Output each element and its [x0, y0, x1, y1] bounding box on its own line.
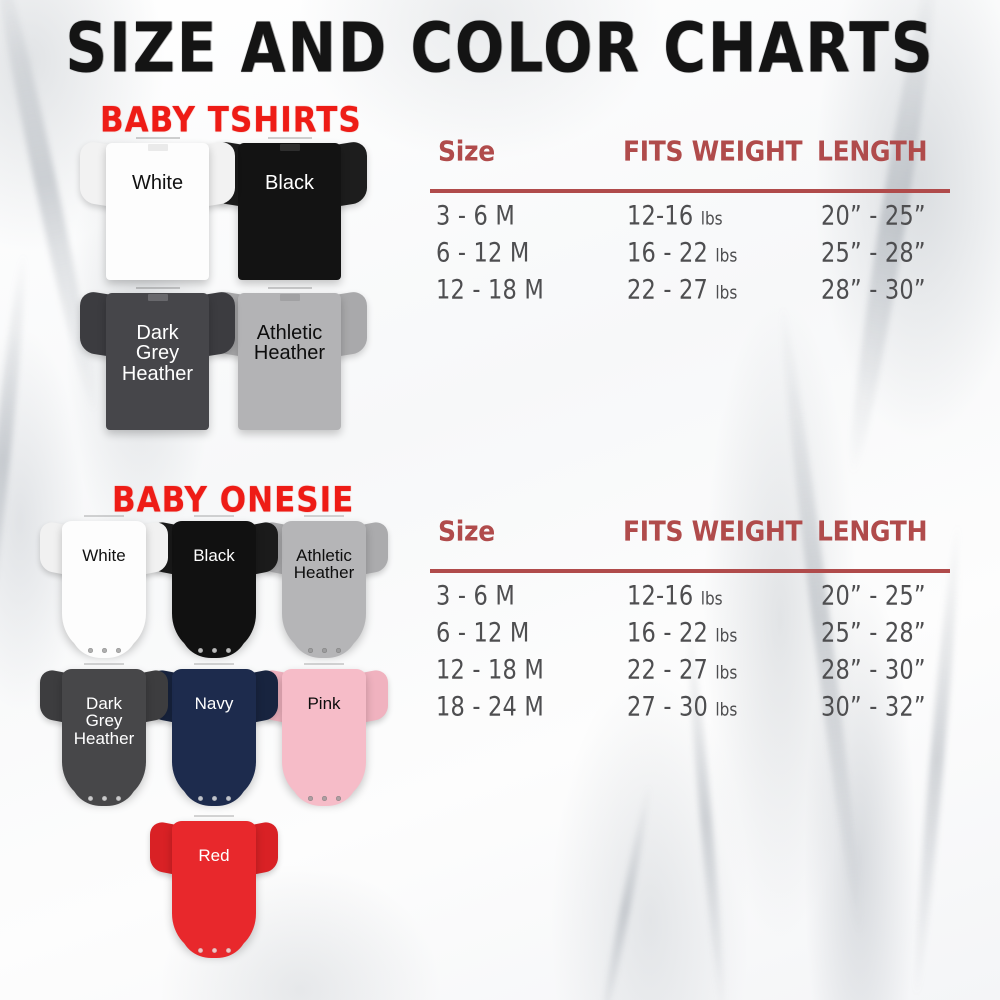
size-table-tshirts: Size FITS WEIGHT LENGTH 3 - 6 M 12-16 lbs 20”… [430, 135, 950, 313]
cell-size: 3 - 6 M [436, 580, 515, 611]
cell-size: 18 - 24 M [436, 691, 544, 722]
tshirt-collar-tag [148, 144, 168, 151]
tshirt-color-swatch-group: White Black Dark Grey Heather Athletic Heather [60, 135, 410, 435]
tshirt-body [238, 293, 341, 430]
onesie-crotch [291, 776, 357, 806]
cell-length: 25” - 28” [821, 237, 926, 268]
table-row: 12 - 18 M 22 - 27 lbs 28” - 30” [430, 274, 950, 313]
table-row: 12 - 18 M 22 - 27 lbs 28” - 30” [430, 654, 950, 693]
onesie-collar [194, 663, 234, 677]
onesie-collar [304, 663, 344, 677]
onesie-crotch [291, 628, 357, 658]
cell-length: 30” - 32” [821, 691, 926, 722]
cell-size: 3 - 6 M [436, 200, 515, 231]
onesie-swatch-black: Black [150, 515, 278, 660]
onesie-swatch-navy: Navy [150, 663, 278, 808]
table-header-size: Size [438, 515, 495, 547]
cell-length: 25” - 28” [821, 617, 926, 648]
onesie-collar [84, 663, 124, 677]
cell-size: 6 - 12 M [436, 237, 530, 268]
tshirt-swatch-dark-grey-heather: Dark Grey Heather [80, 285, 235, 430]
onesie-crotch [71, 776, 137, 806]
cell-size: 12 - 18 M [436, 654, 544, 685]
cell-length: 28” - 30” [821, 274, 926, 305]
onesie-swatch-dark-grey-heather: Dark Grey Heather [40, 663, 168, 808]
onesie-crotch [181, 776, 247, 806]
weight-unit: lbs [715, 245, 738, 267]
cell-fits-weight: 22 - 27 lbs [627, 274, 738, 305]
tshirt-body [238, 143, 341, 280]
table-row: 6 - 12 M 16 - 22 lbs 25” - 28” [430, 237, 950, 276]
weight-unit: lbs [700, 588, 723, 610]
cell-fits-weight: 16 - 22 lbs [627, 617, 738, 648]
onesie-collar [194, 815, 234, 829]
section-heading-onesie: BABY ONESIE [112, 480, 355, 521]
onesie-snap-buttons [150, 796, 278, 801]
onesie-color-swatch-group: White Black Athletic Heather Dark Grey Heather… [22, 515, 412, 980]
tshirt-collar-tag [280, 294, 300, 301]
onesie-snap-buttons [40, 648, 168, 653]
weight-unit: lbs [715, 282, 738, 304]
onesie-snap-buttons [260, 796, 388, 801]
table-row: 3 - 6 M 12-16 lbs 20” - 25” [430, 200, 950, 239]
onesie-crotch [181, 628, 247, 658]
tshirt-body [106, 143, 209, 280]
section-heading-tshirts: BABY TSHIRTS [100, 100, 362, 141]
onesie-snap-buttons [150, 648, 278, 653]
tshirt-body [106, 293, 209, 430]
page-title: SIZE AND COLOR CHARTS [65, 8, 935, 89]
table-header-size: Size [438, 135, 495, 167]
size-table-onesie: Size FITS WEIGHT LENGTH 3 - 6 M 12-16 lbs 20”… [430, 515, 950, 730]
table-header-fits-weight: FITS WEIGHT [623, 135, 803, 167]
cell-fits-weight: 27 - 30 lbs [627, 691, 738, 722]
onesie-swatch-athletic-heather: Athletic Heather [260, 515, 388, 660]
cell-size: 12 - 18 M [436, 274, 544, 305]
tshirt-collar-tag [148, 294, 168, 301]
tshirt-swatch-athletic-heather: Athletic Heather [212, 285, 367, 430]
onesie-snap-buttons [40, 796, 168, 801]
weight-unit: lbs [715, 699, 738, 721]
cell-length: 28” - 30” [821, 654, 926, 685]
cell-size: 6 - 12 M [436, 617, 530, 648]
onesie-snap-buttons [150, 948, 278, 953]
tshirt-collar-tag [280, 144, 300, 151]
table-divider [430, 569, 950, 573]
cell-fits-weight: 22 - 27 lbs [627, 654, 738, 685]
table-header-fits-weight: FITS WEIGHT [623, 515, 803, 547]
table-divider [430, 189, 950, 193]
table-row: 3 - 6 M 12-16 lbs 20” - 25” [430, 580, 950, 619]
onesie-swatch-pink: Pink [260, 663, 388, 808]
cell-fits-weight: 12-16 lbs [627, 580, 723, 611]
table-row: 6 - 12 M 16 - 22 lbs 25” - 28” [430, 617, 950, 656]
onesie-crotch [181, 928, 247, 958]
weight-unit: lbs [715, 625, 738, 647]
cell-length: 20” - 25” [821, 580, 926, 611]
cell-fits-weight: 16 - 22 lbs [627, 237, 738, 268]
tshirt-swatch-black: Black [212, 135, 367, 280]
table-header-length: LENGTH [817, 515, 928, 547]
weight-unit: lbs [700, 208, 723, 230]
onesie-collar [194, 515, 234, 529]
table-header-row: Size FITS WEIGHT LENGTH [430, 135, 950, 169]
table-header-row: Size FITS WEIGHT LENGTH [430, 515, 950, 549]
onesie-swatch-red: Red [150, 815, 278, 960]
onesie-swatch-white: White [40, 515, 168, 660]
onesie-collar [84, 515, 124, 529]
table-row: 18 - 24 M 27 - 30 lbs 30” - 32” [430, 691, 950, 730]
onesie-snap-buttons [260, 648, 388, 653]
weight-unit: lbs [715, 662, 738, 684]
onesie-crotch [71, 628, 137, 658]
cell-fits-weight: 12-16 lbs [627, 200, 723, 231]
table-header-length: LENGTH [817, 135, 928, 167]
onesie-collar [304, 515, 344, 529]
tshirt-swatch-white: White [80, 135, 235, 280]
cell-length: 20” - 25” [821, 200, 926, 231]
